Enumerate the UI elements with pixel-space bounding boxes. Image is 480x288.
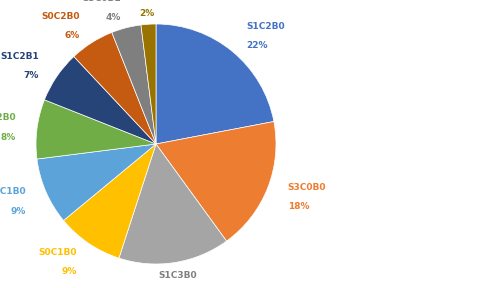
Text: 4%: 4% [106,13,121,22]
Wedge shape [36,100,156,159]
Text: S1C2B0: S1C2B0 [246,22,285,31]
Text: S1C3B0: S1C3B0 [159,271,197,280]
Wedge shape [74,33,156,144]
Wedge shape [37,144,156,221]
Wedge shape [156,122,276,241]
Text: S0C2B0: S0C2B0 [42,12,80,20]
Text: S2C1B0: S2C1B0 [0,187,26,196]
Wedge shape [63,144,156,258]
Text: 8%: 8% [0,132,15,142]
Text: 22%: 22% [246,41,268,50]
Text: 9%: 9% [61,268,76,276]
Text: S3C0B1: S3C0B1 [82,0,121,3]
Text: 2%: 2% [140,9,155,18]
Text: 18%: 18% [288,202,309,211]
Text: 7%: 7% [24,71,39,80]
Wedge shape [45,56,156,144]
Text: 6%: 6% [65,31,80,40]
Text: 9%: 9% [11,206,26,215]
Wedge shape [112,25,156,144]
Text: S2C2B0: S2C2B0 [0,113,15,122]
Wedge shape [141,24,156,144]
Wedge shape [156,24,274,144]
Text: S3C0B0: S3C0B0 [288,183,326,192]
Text: S0C1B0: S0C1B0 [38,248,76,257]
Wedge shape [119,144,227,264]
Text: S1C2B1: S1C2B1 [0,52,39,60]
